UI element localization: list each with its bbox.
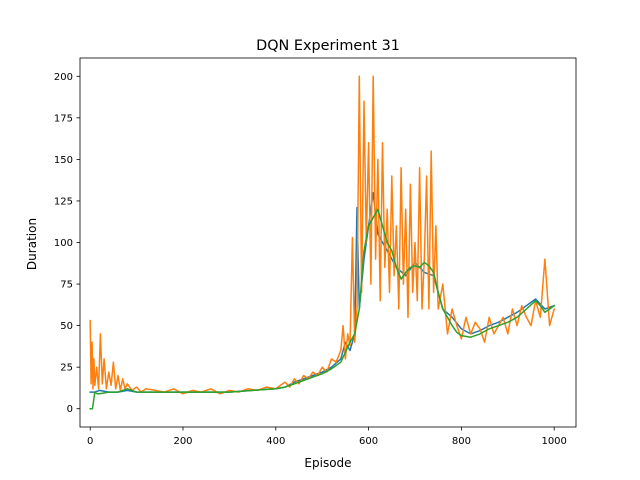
plot-area	[80, 58, 576, 427]
x-tick-label: 600	[359, 436, 378, 447]
x-tick-label: 200	[173, 436, 192, 447]
y-tick-label: 50	[60, 321, 73, 332]
series-line-3	[89, 208, 556, 410]
x-tick-label: 0	[87, 436, 93, 447]
x-axis-ticks: 0 200 400 600 800 1000	[87, 427, 567, 447]
series-layer	[89, 75, 556, 410]
y-tick-label: 25	[60, 363, 73, 374]
y-tick-label: 100	[54, 238, 73, 249]
y-tick-label: 125	[54, 196, 73, 207]
x-tick-label: 800	[452, 436, 471, 447]
y-tick-label: 75	[60, 280, 73, 291]
y-axis-label: Duration	[25, 218, 39, 270]
chart-title: DQN Experiment 31	[256, 38, 400, 54]
y-tick-label: 150	[54, 155, 73, 166]
x-tick-label: 1000	[541, 436, 566, 447]
x-tick-label: 400	[266, 436, 285, 447]
y-axis-ticks: 0 25 50 75 100 125 150 175 200	[54, 72, 80, 415]
x-axis-label: Episode	[304, 456, 351, 470]
y-tick-label: 200	[54, 72, 73, 83]
y-tick-label: 175	[54, 113, 73, 124]
plot-frame	[79, 57, 577, 428]
y-tick-label: 0	[67, 404, 73, 415]
